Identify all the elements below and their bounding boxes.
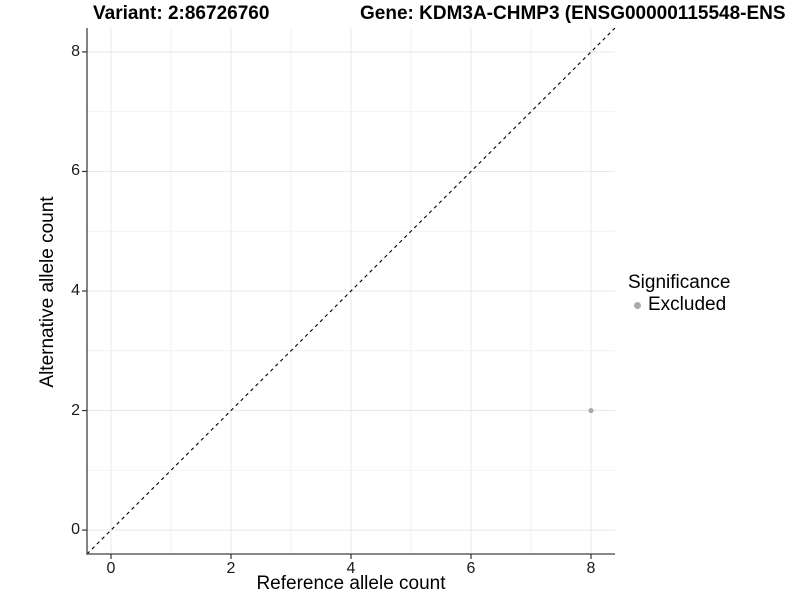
- y-tick-label: 2: [71, 401, 80, 419]
- data-point: [588, 407, 594, 414]
- excluded-point-icon: [633, 301, 641, 309]
- x-axis-title: Reference allele count: [256, 573, 446, 594]
- x-tick-label: 8: [586, 560, 596, 577]
- y-tick-label: 4: [71, 282, 80, 299]
- x-tick-label: 4: [346, 560, 356, 577]
- x-tick-label: 2: [226, 560, 236, 577]
- y-tick-label: 8: [71, 42, 80, 60]
- x-tick-label: 6: [466, 560, 476, 577]
- legend-item-excluded: Excluded: [628, 294, 730, 316]
- variant-title: Variant: 2:86726760: [93, 3, 270, 24]
- legend: Significance Excluded: [628, 272, 730, 316]
- x-tick-label: 0: [106, 560, 116, 577]
- y-tick-label: 6: [71, 162, 80, 180]
- gene-title: Gene: KDM3A-CHMP3 (ENSG00000115548-ENS: [360, 3, 786, 24]
- identity-reference-line: [86, 27, 616, 555]
- legend-title: Significance: [628, 272, 731, 293]
- legend-item-label: Excluded: [648, 294, 727, 315]
- y-tick-label: 0: [71, 521, 80, 539]
- legend-key: [628, 301, 646, 309]
